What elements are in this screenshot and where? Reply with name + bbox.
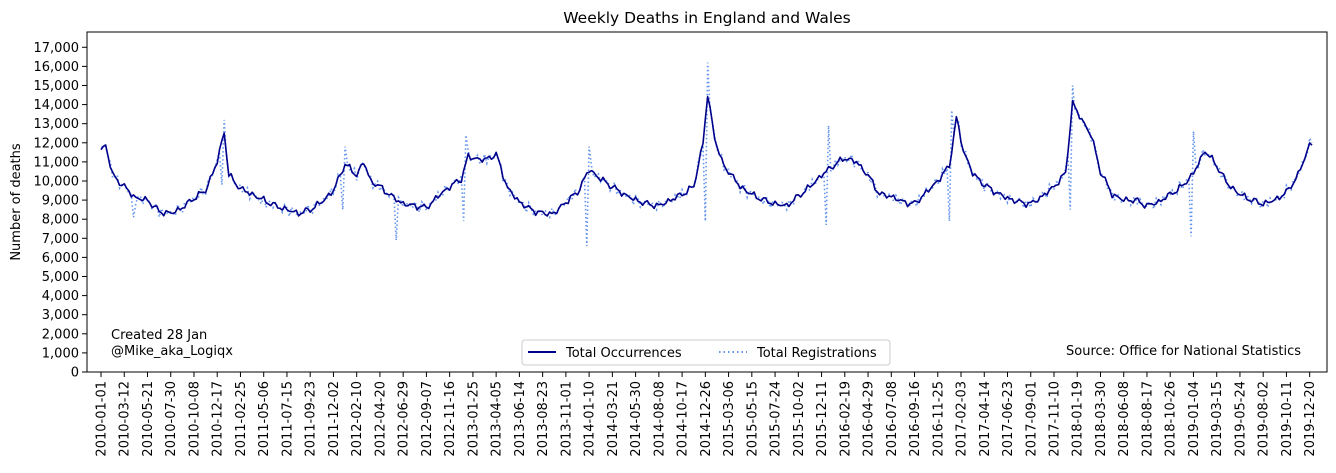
y-tick-label: 13,000: [34, 117, 80, 132]
x-tick-label: 2019-12-20: [1303, 381, 1318, 457]
series-total-occurrences: [100, 95, 1313, 217]
x-tick-label: 2014-05-30: [629, 381, 644, 457]
x-tick-label: 2014-03-21: [606, 381, 621, 457]
x-tick-label: 2016-09-16: [908, 381, 923, 457]
x-tick-label: 2016-02-19: [838, 381, 853, 457]
y-tick-label: 3,000: [42, 308, 79, 323]
y-tick-label: 10,000: [34, 174, 80, 189]
x-tick-label: 2016-07-08: [885, 381, 900, 457]
x-tick-label: 2019-01-04: [1187, 381, 1202, 457]
x-tick-label: 2019-05-24: [1233, 381, 1248, 457]
x-tick-label: 2017-02-03: [955, 381, 970, 457]
y-tick-label: 6,000: [42, 251, 79, 266]
x-tick-label: 2017-09-01: [1024, 381, 1039, 457]
x-tick-label: 2018-01-19: [1071, 381, 1086, 457]
x-tick-label: 2013-06-14: [513, 381, 528, 457]
x-tick-label: 2013-08-23: [536, 381, 551, 457]
x-tick-label: 2012-09-07: [420, 381, 435, 457]
x-tick-label: 2014-12-26: [699, 381, 714, 457]
x-tick-label: 2010-10-08: [188, 381, 203, 457]
y-tick-label: 16,000: [34, 60, 80, 75]
y-tick-label: 17,000: [34, 41, 80, 56]
x-tick-label: 2012-02-10: [350, 381, 365, 457]
x-tick-label: 2015-03-06: [722, 381, 737, 457]
legend-label-occurrences: Total Occurrences: [565, 346, 682, 361]
y-tick-label: 7,000: [42, 232, 79, 247]
x-tick-label: 2014-01-10: [583, 381, 598, 457]
y-tick-label: 9,000: [42, 194, 79, 209]
y-tick-label: 0: [71, 366, 79, 381]
x-tick-label: 2014-08-08: [652, 381, 667, 457]
y-tick-label: 4,000: [42, 289, 79, 304]
y-tick-label: 12,000: [34, 136, 80, 151]
x-tick-label: 2015-12-11: [815, 381, 830, 457]
x-axis-ticks: 2010-01-01 2010-03-12 2010-05-21 2010-07-30…: [95, 372, 1318, 457]
x-tick-label: 2018-08-17: [1141, 381, 1156, 457]
x-tick-label: 2017-11-10: [1048, 381, 1063, 457]
x-tick-label: 2012-04-20: [373, 381, 388, 457]
x-tick-label: 2018-10-26: [1164, 381, 1179, 457]
x-tick-label: 2016-04-29: [862, 381, 877, 457]
x-tick-label: 2014-10-17: [676, 381, 691, 457]
x-tick-label: 2012-11-16: [443, 381, 458, 457]
x-tick-label: 2015-10-02: [792, 381, 807, 457]
y-tick-label: 5,000: [42, 270, 79, 285]
x-tick-label: 2013-01-25: [466, 381, 481, 457]
source-annotation: Source: Office for National Statistics: [1066, 344, 1301, 359]
x-tick-label: 2011-02-25: [234, 381, 249, 457]
y-axis-label: Number of deaths: [9, 143, 24, 261]
x-tick-label: 2010-05-21: [141, 381, 156, 457]
x-tick-label: 2011-12-02: [327, 381, 342, 457]
x-tick-label: 2019-08-02: [1257, 381, 1272, 457]
y-axis-ticks: 0 1,000 2,000 3,000 4,000 5,000 6,000 7,000 8,00…: [34, 41, 87, 381]
x-tick-label: 2018-03-30: [1094, 381, 1109, 457]
y-tick-label: 15,000: [34, 79, 80, 94]
x-tick-label: 2011-07-15: [281, 381, 296, 457]
x-tick-label: 2016-11-25: [931, 381, 946, 457]
y-tick-label: 1,000: [42, 346, 79, 361]
created-annotation: Created 28 Jan: [111, 328, 207, 343]
y-tick-label: 8,000: [42, 213, 79, 228]
plot-frame: [86, 31, 1328, 373]
x-tick-label: 2010-12-17: [211, 381, 226, 457]
x-tick-label: 2012-06-29: [397, 381, 412, 457]
y-tick-label: 2,000: [42, 327, 79, 342]
x-tick-label: 2017-06-23: [1001, 381, 1016, 457]
legend-label-registrations: Total Registrations: [756, 346, 877, 361]
x-tick-label: 2011-09-23: [304, 381, 319, 457]
x-tick-label: 2010-01-01: [95, 381, 110, 457]
x-tick-label: 2013-04-05: [490, 381, 505, 457]
y-tick-label: 11,000: [34, 155, 80, 170]
x-tick-label: 2010-03-12: [118, 381, 133, 457]
x-tick-label: 2011-05-06: [257, 381, 272, 457]
legend: Total Occurrences Total Registrations: [521, 339, 891, 366]
author-annotation: @Mike_aka_Logiqx: [111, 344, 233, 359]
x-tick-label: 2017-04-14: [978, 381, 993, 457]
x-tick-label: 2013-11-01: [559, 381, 574, 457]
x-tick-label: 2010-07-30: [164, 381, 179, 457]
y-tick-label: 14,000: [34, 98, 80, 113]
series-lines: [100, 62, 1313, 246]
chart-title: Weekly Deaths in England and Wales: [563, 9, 851, 27]
legend-box: [521, 339, 891, 366]
x-tick-label: 2015-07-24: [769, 381, 784, 457]
x-tick-label: 2018-06-08: [1117, 381, 1132, 457]
x-tick-label: 2019-10-11: [1280, 381, 1295, 457]
x-tick-label: 2019-03-15: [1210, 381, 1225, 457]
x-tick-label: 2015-05-15: [745, 381, 760, 457]
